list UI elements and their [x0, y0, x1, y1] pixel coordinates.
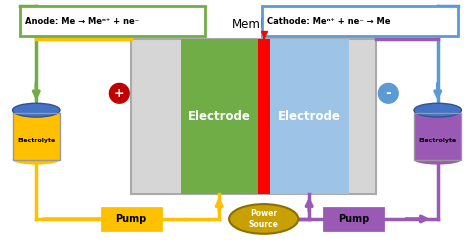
Ellipse shape [414, 155, 462, 164]
Ellipse shape [414, 108, 462, 118]
Bar [270, 39, 349, 194]
Ellipse shape [12, 108, 60, 118]
Bar [20, 6, 205, 36]
Bar [414, 114, 462, 160]
Text: Anode: Me → Meⁿ⁺ + ne⁻: Anode: Me → Meⁿ⁺ + ne⁻ [26, 17, 139, 26]
Text: Membrane: Membrane [232, 18, 295, 31]
Bar [414, 114, 462, 160]
Text: Power
Source: Power Source [249, 209, 279, 229]
Bar [181, 39, 258, 194]
Text: Pump: Pump [116, 214, 147, 224]
FancyBboxPatch shape [101, 208, 161, 230]
Text: Electrolyte: Electrolyte [17, 138, 55, 143]
Text: Pump: Pump [338, 214, 369, 224]
Bar [12, 114, 60, 160]
Text: Electrolyte: Electrolyte [419, 138, 457, 143]
Ellipse shape [12, 155, 60, 164]
Ellipse shape [12, 103, 60, 117]
Text: -: - [385, 86, 391, 100]
Ellipse shape [414, 103, 462, 117]
Text: Electrode: Electrode [278, 110, 341, 123]
Bar [12, 114, 60, 160]
Text: Electrode: Electrode [188, 110, 251, 123]
FancyBboxPatch shape [324, 208, 383, 230]
Circle shape [378, 84, 398, 103]
Text: Cathode: Meⁿ⁺ + ne⁻ → Me: Cathode: Meⁿ⁺ + ne⁻ → Me [267, 17, 390, 26]
Circle shape [109, 84, 129, 103]
Bar [258, 39, 270, 194]
Text: +: + [114, 87, 125, 100]
Bar [262, 6, 457, 36]
Ellipse shape [229, 204, 298, 234]
Bar [131, 39, 376, 194]
